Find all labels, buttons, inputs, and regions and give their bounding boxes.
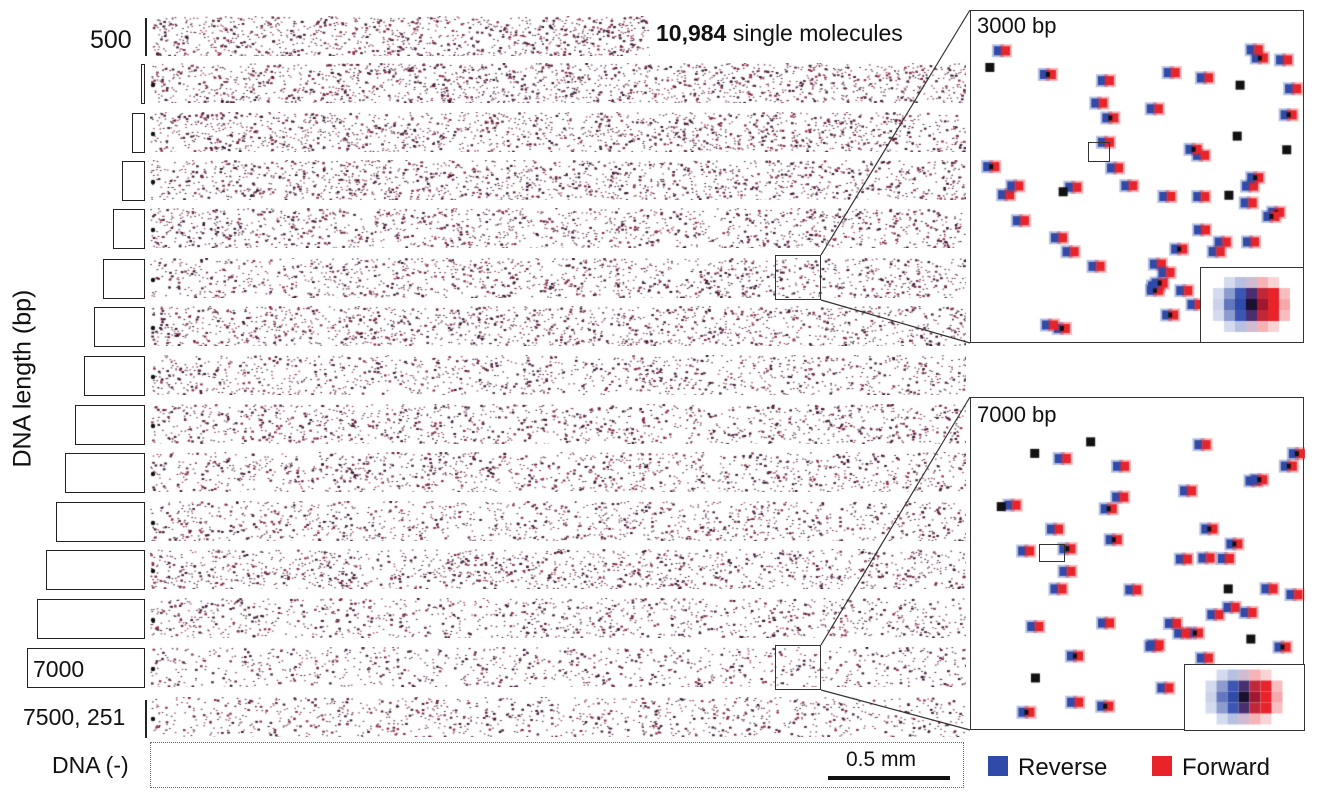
- zoom-source-box-top: [775, 255, 821, 300]
- molecule-lane: [150, 697, 966, 737]
- negative-control-lane: [150, 742, 964, 788]
- negative-control-label: DNA (-): [52, 752, 129, 778]
- molecule-count-caption: 10,984 single molecules: [656, 20, 903, 47]
- molecule-lane-image: [150, 404, 966, 444]
- molecule-lane: [150, 160, 966, 200]
- molecule-count-suffix: single molecules: [732, 20, 903, 46]
- label-500: 500: [90, 26, 132, 54]
- length-indicator-box: [27, 648, 145, 688]
- length-indicator-box: [74, 405, 145, 445]
- molecule-lane: [150, 647, 966, 687]
- zoom-panel-3000bp: 3000 bp: [970, 10, 1305, 344]
- legend-reverse-swatch: [988, 756, 1008, 776]
- molecule-lane: [150, 452, 966, 492]
- molecule-lane: [150, 16, 650, 56]
- length-indicator-box: [55, 502, 145, 542]
- molecule-lane: [150, 549, 966, 589]
- length-indicator-box: [84, 356, 145, 396]
- y-axis-title: DNA length (bp): [8, 289, 37, 468]
- molecule-lane-image: [150, 63, 966, 103]
- length-indicator-box: [65, 453, 145, 493]
- legend-forward-swatch: [1152, 756, 1172, 776]
- molecule-lane: [150, 258, 966, 298]
- molecule-lane-image: [150, 452, 966, 492]
- molecule-lane-image: [150, 306, 966, 346]
- label-7000: 7000: [33, 656, 85, 682]
- molecule-lane-image: [150, 647, 966, 687]
- label-7500-251: 7500, 251: [23, 704, 126, 730]
- molecule-lane-image: [150, 355, 966, 395]
- length-indicator-box: [36, 599, 145, 639]
- zoom-panel-7000bp-inset: [1184, 664, 1305, 731]
- molecule-lane-image: [150, 258, 966, 298]
- zoom-source-box-bottom: [775, 645, 821, 690]
- molecule-lane-image: [150, 549, 966, 589]
- molecule-lane: [150, 208, 966, 248]
- zoom-panel-7000bp-title: 7000 bp: [977, 402, 1057, 428]
- molecule-lane-image: [150, 501, 966, 541]
- zoom-panel-7000bp-marker: [1039, 544, 1065, 562]
- length-indicator-box: [46, 550, 145, 590]
- bottom-label-tick: [145, 700, 147, 738]
- molecule-lane-image: [150, 160, 966, 200]
- length-indicator-box: [112, 209, 145, 249]
- length-indicator-box: [93, 307, 145, 347]
- length-indicator-box: [141, 64, 145, 104]
- length-indicator-box: [122, 161, 145, 201]
- molecule-lane: [150, 355, 966, 395]
- length-indicator-box: [131, 113, 145, 153]
- molecule-lane-image: [150, 598, 966, 638]
- scale-bar-label: 0.5 mm: [846, 748, 917, 771]
- molecule-lane-image: [150, 697, 966, 737]
- zoom-panel-7000bp-inset-image: [1185, 665, 1303, 729]
- molecule-lane-image: [150, 208, 966, 248]
- top-label-tick: [145, 18, 147, 56]
- molecule-count: 10,984: [656, 20, 727, 46]
- molecule-lane: [150, 501, 966, 541]
- scale-bar: [828, 776, 950, 780]
- length-indicator-box: [103, 259, 145, 299]
- molecule-lane: [150, 598, 966, 638]
- molecule-lane: [150, 63, 966, 103]
- zoom-panel-3000bp-inset-image: [1201, 268, 1302, 341]
- legend-forward-label: Forward: [1182, 754, 1271, 781]
- zoom-panel-3000bp-title: 3000 bp: [977, 13, 1057, 39]
- legend-reverse-label: Reverse: [1018, 754, 1108, 781]
- molecule-lane: [150, 112, 966, 152]
- molecule-lane: [150, 306, 966, 346]
- molecule-lane-image: [150, 16, 650, 56]
- zoom-panel-3000bp-inset: [1200, 267, 1304, 343]
- zoom-panel-3000bp-marker: [1088, 142, 1110, 162]
- zoom-panel-7000bp: 7000 bp: [970, 397, 1305, 731]
- molecule-lane: [150, 404, 966, 444]
- molecule-lane-image: [150, 112, 966, 152]
